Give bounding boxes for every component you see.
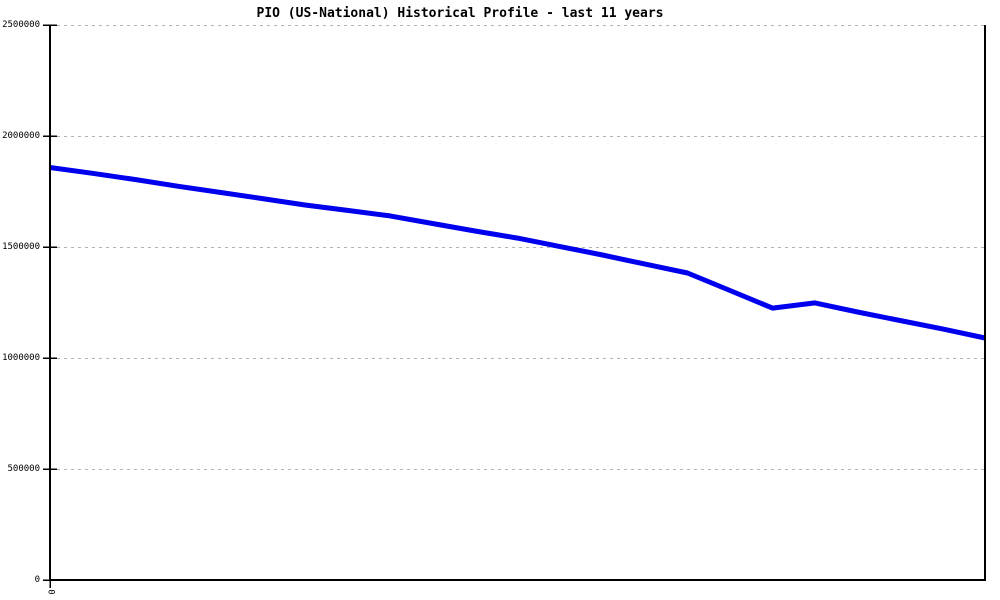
y-axis-tick-label: 1000000 — [2, 353, 40, 363]
y-axis-tick-label: 500000 — [7, 464, 40, 474]
data-line — [49, 165, 986, 341]
y-axis-tick-label: 0 — [34, 575, 40, 585]
y-axis-tick-label: 1500000 — [2, 242, 40, 252]
y-axis-tick-label: 2500000 — [2, 20, 40, 30]
x-axis-tick-label: 0 — [45, 589, 56, 595]
chart-title: PIO (US-National) Historical Profile - l… — [256, 6, 664, 21]
y-axis-tick-label: 2000000 — [2, 131, 40, 141]
